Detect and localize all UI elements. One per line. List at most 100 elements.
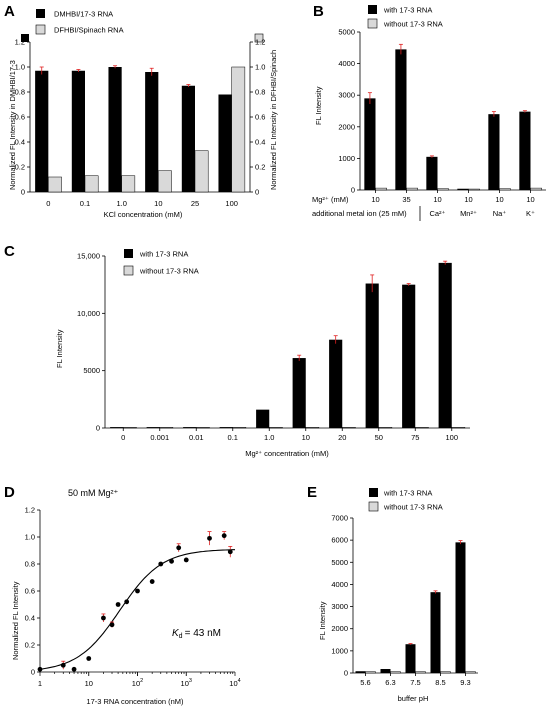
d-ytick-label: 0.2 <box>25 641 35 650</box>
d-data-point <box>60 662 66 668</box>
d-data-point <box>109 622 115 628</box>
b-row1-label: Mg²⁺ (mM) <box>312 195 349 204</box>
d-ytick-label: 1.2 <box>25 506 35 515</box>
right-axis-marker <box>254 33 264 43</box>
a-ytick-label: 0.4 <box>15 138 25 147</box>
c-xtick-label: 100 <box>445 433 458 442</box>
c-bar-s1 <box>256 409 270 428</box>
b-ytick-label: 1000 <box>338 154 355 163</box>
legend-e-label-2: without 17-3 RNA <box>383 503 443 512</box>
panel-a: A DMHBI/17-3 RNA DFHBI/Spinach RNA Norma… <box>4 3 278 219</box>
d-ytick-label: 0.6 <box>25 587 35 596</box>
c-xtick-label: 0 <box>121 433 125 442</box>
b-xtick-label: 35 <box>402 195 410 204</box>
a-y2tick-label: 0 <box>255 188 259 197</box>
a-ylabel: Normalized FL Intensity in DMHBI/17-3 <box>8 60 17 190</box>
plot-c: 0 5000 10,000 15,000 0 0.001 0.01 0.1 1.0 10 20 50 7… <box>77 252 470 442</box>
c-bar-s1 <box>183 427 197 428</box>
a-ytick-label: 0.6 <box>15 113 25 122</box>
e-bar-s2 <box>465 671 476 674</box>
b-xtick-label: 10 <box>526 195 534 204</box>
d-data-point <box>169 558 174 564</box>
d-xtick-base: 1 <box>38 679 42 688</box>
b-ytick-label: 2000 <box>338 122 355 131</box>
d-annotation: 50 mM Mg²⁺ <box>68 488 119 498</box>
a-bar-s2 <box>231 66 246 193</box>
d-ytick-label: 0.8 <box>25 560 35 569</box>
c-bar-s2 <box>342 427 356 429</box>
a-y2tick-label: 0.4 <box>255 138 265 147</box>
b-bar-s1 <box>395 49 407 190</box>
c-bar-s1 <box>292 358 306 428</box>
d-xtick-label: 102 <box>132 678 143 688</box>
e-bar-s2 <box>390 671 401 674</box>
a-xlabel: KCl concentration (mM) <box>104 210 183 219</box>
panel-d-label: D <box>4 484 15 501</box>
b-ion-label: Na⁺ <box>493 209 507 218</box>
b-bar-s1 <box>457 188 469 190</box>
e-ytick-label: 7000 <box>331 514 348 523</box>
d-xtick-base: 10 <box>85 679 93 688</box>
a-bar-s2 <box>48 176 62 193</box>
panel-c-label: C <box>4 243 15 260</box>
legend-b-swatch-1 <box>368 5 377 14</box>
d-xtick-exponent: 3 <box>189 678 192 684</box>
d-ylabel: Normalized FL Intensity <box>11 581 20 660</box>
legend-a-swatch-1 <box>36 9 45 18</box>
d-xtick-label: 103 <box>181 678 192 688</box>
c-xtick-label: 0.001 <box>150 433 169 442</box>
a-y2tick-label: 0.6 <box>255 113 265 122</box>
plot-e: 0 1000 2000 3000 4000 5000 6000 7000 5.6 6.3 7.5 8.… <box>331 514 478 687</box>
d-xtick-exponent: 2 <box>140 678 143 684</box>
d-ytick-label: 1.0 <box>25 533 35 542</box>
a-bar-s2 <box>121 175 136 193</box>
legend-c-swatch-2 <box>123 265 134 276</box>
b-bar-s2 <box>468 188 480 191</box>
e-xtick-label: 8.5 <box>435 678 445 687</box>
c-bar-s2 <box>269 427 283 429</box>
panel-b: B with 17-3 RNA without 17-3 RNA FL Inte… <box>312 3 546 221</box>
d-data-point <box>115 602 121 607</box>
d-xtick-label: 104 <box>229 678 240 688</box>
legend-c-swatch-1 <box>124 249 133 258</box>
b-ytick-label: 5000 <box>338 28 355 37</box>
c-ytick-label: 10,000 <box>77 309 100 318</box>
d-xtick-base: 10 <box>229 679 237 688</box>
b-bar-s1 <box>426 156 438 190</box>
e-ytick-label: 1000 <box>331 646 348 655</box>
b-ylabel: FL Intensity <box>314 86 323 125</box>
c-ytick-label: 15,000 <box>77 252 100 261</box>
d-data-point <box>207 535 212 541</box>
e-ytick-label: 0 <box>344 669 348 678</box>
b-ytick-label: 3000 <box>338 91 355 100</box>
c-bar-s1 <box>110 427 124 428</box>
a-bar-s1 <box>71 70 85 192</box>
e-bar-s1 <box>405 644 416 673</box>
b-ytick-label: 0 <box>351 186 355 195</box>
c-bar-s2 <box>378 427 393 429</box>
legend-e-label-1: with 17-3 RNA <box>383 489 432 498</box>
b-bar-s1 <box>488 114 500 190</box>
c-ytick-label: 0 <box>96 424 100 433</box>
b-ion-label: K⁺ <box>526 209 535 218</box>
d-xtick-exponent: 4 <box>238 678 241 684</box>
a-xtick-label: 1.0 <box>116 199 126 208</box>
d-data-point <box>221 533 227 539</box>
e-ylabel: FL Intensity <box>318 601 327 640</box>
e-bar-s2 <box>415 671 426 674</box>
d-data-point <box>149 579 155 584</box>
a-bar-s1 <box>218 94 232 192</box>
panel-e-label: E <box>307 484 317 501</box>
left-axis-marker <box>21 34 29 42</box>
a-xtick-label: 25 <box>191 199 199 208</box>
c-bar-s2 <box>123 427 137 429</box>
panel-e: E with 17-3 RNA without 17-3 RNA FL Inte… <box>307 484 478 703</box>
d-data-point <box>158 561 164 567</box>
e-bar-s2 <box>365 671 376 674</box>
b-bar-s2 <box>437 188 449 191</box>
c-bar-s2 <box>159 427 174 429</box>
e-xlabel: buffer pH <box>398 694 429 703</box>
d-xlabel: 17-3 RNA concentration (nM) <box>86 697 184 706</box>
legend-a-swatch-2 <box>35 24 46 35</box>
